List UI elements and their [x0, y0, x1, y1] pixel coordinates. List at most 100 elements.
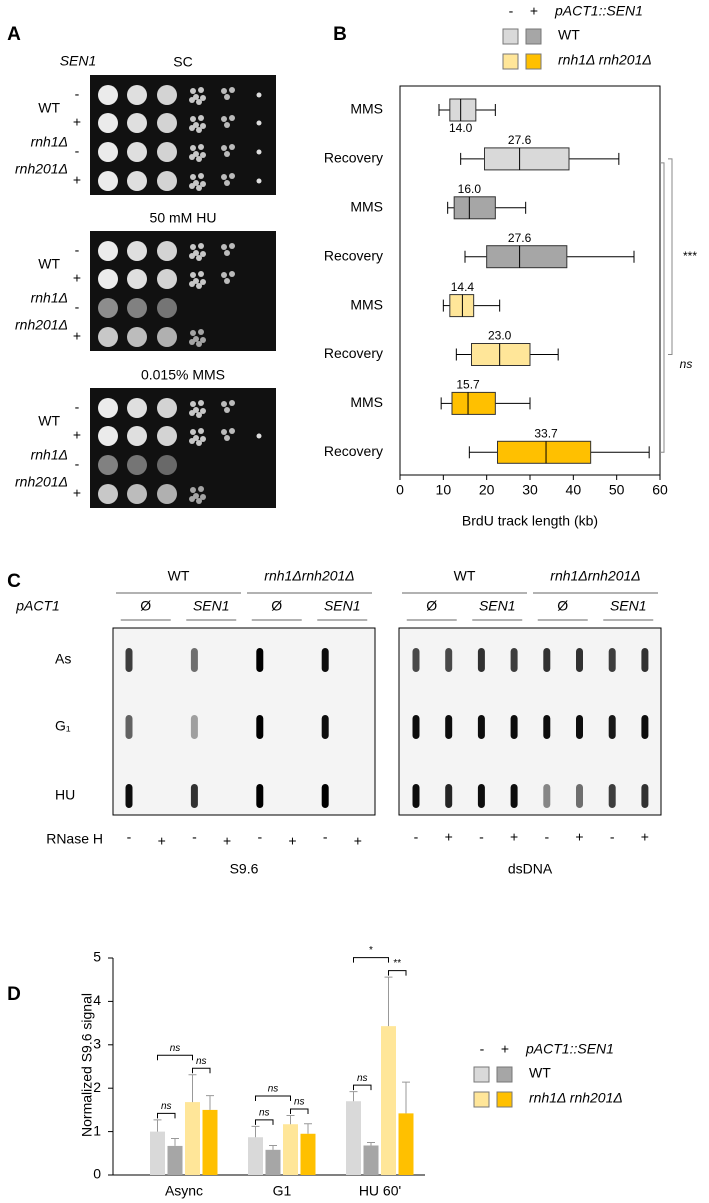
colony [189, 410, 195, 416]
y-axis-label: Normalized S9.6 signal [79, 993, 95, 1137]
spot [157, 171, 177, 191]
blot-band [576, 784, 583, 808]
colony [200, 337, 206, 343]
sign-label: + [575, 829, 583, 845]
colony [198, 329, 204, 335]
blot-band [445, 648, 453, 672]
strain-label: WT [38, 256, 60, 272]
error-bar [153, 1119, 162, 1132]
category-label: MMS [350, 199, 383, 215]
significance-label: * [369, 945, 373, 956]
spot [157, 142, 177, 162]
error-bar [384, 976, 393, 1027]
sign-label: - [75, 86, 80, 102]
x-tick-label: Async [165, 1183, 203, 1199]
blot-band [543, 648, 551, 672]
spot [157, 398, 177, 418]
colony [256, 120, 262, 126]
colony [224, 94, 230, 100]
blot-band [543, 784, 551, 808]
category-label: MMS [350, 101, 383, 117]
category-label: Recovery [324, 345, 383, 361]
spot [157, 327, 177, 347]
colony [229, 400, 235, 406]
colony [224, 435, 230, 441]
x-tick-label: 60 [652, 482, 668, 498]
legend-sign: - [480, 1041, 485, 1057]
blot-band [190, 715, 198, 739]
group-label: WT [454, 568, 476, 584]
bar [265, 1149, 281, 1175]
blot-band [321, 715, 329, 739]
error-bar [171, 1138, 179, 1146]
blot-band [477, 648, 485, 672]
colony [198, 87, 204, 93]
panel-label: C [7, 571, 21, 592]
blot-band [125, 648, 133, 672]
significance-bracket [353, 957, 389, 963]
significance-bracket [255, 1119, 274, 1125]
median-label: 14.0 [449, 121, 473, 135]
category-label: MMS [350, 394, 383, 410]
colony [200, 181, 206, 187]
category-label: MMS [350, 296, 383, 312]
x-tick-label: G1 [273, 1183, 292, 1199]
blot-band [608, 648, 616, 672]
bar [283, 1124, 298, 1175]
spot [127, 142, 147, 162]
box [471, 343, 531, 366]
sign-label: + [73, 270, 81, 286]
construct-label: Ø [426, 598, 437, 614]
panel-label: A [7, 24, 21, 45]
strain-label: rnh1Δ [31, 447, 68, 463]
bar [346, 1101, 361, 1175]
spot [127, 113, 147, 133]
sign-label: - [544, 829, 549, 845]
blot-band [321, 648, 329, 672]
spot [157, 241, 177, 261]
construct-label: Ø [557, 598, 568, 614]
strain-label: rnh201Δ [15, 474, 68, 490]
annotation: ns [680, 357, 693, 371]
spot [127, 269, 147, 289]
box [484, 147, 570, 171]
spot [127, 455, 147, 475]
colony [221, 174, 227, 180]
spot [157, 455, 177, 475]
spot [157, 269, 177, 289]
colony [200, 123, 206, 129]
strain-label: WT [38, 413, 60, 429]
blot-band [576, 715, 583, 739]
spot [98, 142, 118, 162]
spot [98, 171, 118, 191]
colony [200, 251, 206, 257]
error-bar [188, 1074, 197, 1103]
colony [229, 243, 235, 249]
spot [98, 113, 118, 133]
bar [363, 1145, 379, 1175]
colony [224, 122, 230, 128]
spot [157, 298, 177, 318]
strain-label: rnh1Δ [31, 290, 68, 306]
colony [189, 253, 195, 259]
colony [224, 250, 230, 256]
blot-band [190, 784, 198, 808]
blot-image [398, 627, 662, 816]
significance-label: ns [357, 1073, 368, 1084]
error-bar [349, 1091, 358, 1102]
colony [229, 115, 235, 121]
spot [98, 269, 118, 289]
colony [196, 255, 202, 261]
blot-band [510, 648, 518, 672]
legend-swatch [473, 1091, 490, 1108]
sign-label: + [73, 427, 81, 443]
category-label: Recovery [324, 443, 383, 459]
bar [150, 1131, 165, 1175]
construct-label: SEN1 [610, 598, 647, 614]
significance-label: ns [268, 1084, 279, 1095]
colony [196, 99, 202, 105]
significance-label: ** [393, 958, 401, 969]
group-label: rnh1Δrnh201Δ [550, 568, 640, 584]
y-tick-label: 5 [93, 949, 101, 965]
